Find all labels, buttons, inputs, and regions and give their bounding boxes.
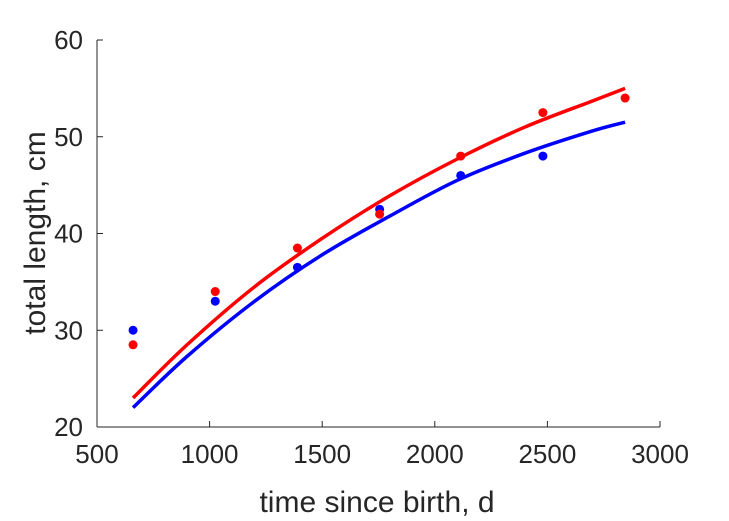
fit-curve-1	[131, 120, 626, 409]
y-axis-label: total length, cm	[19, 131, 52, 334]
data-point-2	[456, 151, 466, 161]
x-tick-label: 2000	[406, 439, 464, 469]
y-tick-label: 40	[54, 219, 83, 249]
y-ticks: 20 30 40 50 60	[54, 25, 103, 442]
data-point-1	[292, 262, 302, 272]
data-point-1	[128, 325, 138, 335]
data-point-2	[210, 287, 220, 297]
y-tick-label: 30	[54, 315, 83, 345]
data-point-2	[128, 340, 138, 350]
data-points	[128, 93, 630, 350]
x-axis-label: time since birth, d	[259, 486, 494, 519]
data-point-1	[538, 151, 548, 161]
x-tick-label: 1500	[293, 439, 351, 469]
data-point-2	[620, 93, 630, 103]
x-tick-label: 500	[75, 439, 118, 469]
axes	[96, 40, 660, 428]
data-point-1	[210, 296, 220, 306]
data-point-2	[375, 209, 385, 219]
y-tick-label: 20	[54, 412, 83, 442]
data-point-2	[538, 108, 548, 118]
x-tick-label: 3000	[631, 439, 689, 469]
x-tick-label: 1000	[181, 439, 239, 469]
y-tick-label: 50	[54, 122, 83, 152]
x-tick-label: 2500	[518, 439, 576, 469]
data-point-1	[456, 170, 466, 180]
fit-curves	[131, 86, 626, 409]
x-ticks: 500 1000 1500 2000 2500 3000	[75, 421, 689, 469]
data-point-2	[292, 243, 302, 253]
fit-curve-2	[131, 86, 626, 400]
y-tick-label: 60	[54, 25, 83, 55]
